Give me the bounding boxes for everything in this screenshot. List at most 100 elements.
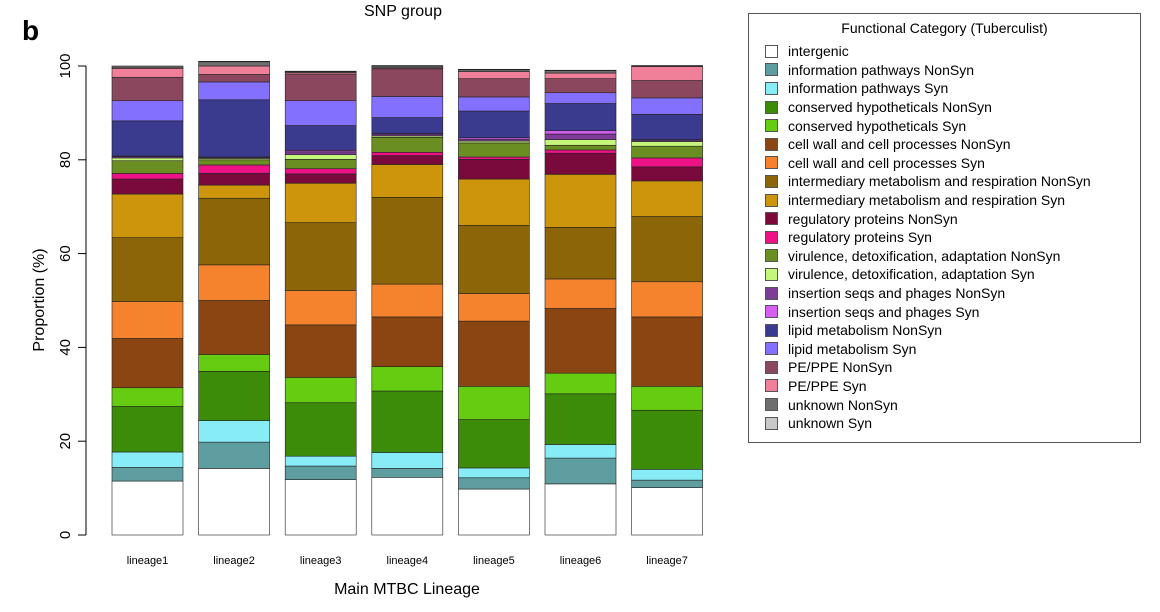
- legend-swatch: [765, 267, 778, 281]
- legend-item: PE/PPE NonSyn: [765, 358, 1140, 377]
- legend-swatch: [765, 230, 778, 244]
- y-axis: 0 20 40 60 80 100: [57, 53, 87, 539]
- x-tick-label: lineage7: [646, 555, 688, 567]
- bar-segment: [284, 377, 357, 404]
- bar-segment: [371, 452, 444, 469]
- legend-label: regulatory proteins NonSyn: [788, 210, 958, 227]
- legend-swatch: [765, 174, 778, 188]
- bar-segment: [631, 409, 703, 470]
- legend-title: Functional Category (Tuberculist): [841, 20, 1048, 36]
- legend-label: intergenic: [788, 43, 849, 60]
- bar-segment: [284, 324, 357, 378]
- bar-segment: [458, 225, 530, 294]
- bar-segment: [458, 156, 530, 160]
- bar-segment: [198, 441, 270, 469]
- bar-segment: [544, 174, 617, 228]
- bar-segment: [371, 151, 444, 156]
- y-tick-label: 20: [57, 433, 74, 450]
- legend-item: intermediary metabolism and respiration …: [765, 191, 1140, 210]
- legend-swatch: [765, 360, 778, 374]
- legend-label: PE/PPE NonSyn: [788, 359, 893, 376]
- bar-segment: [284, 173, 357, 184]
- x-axis-ticks: lineage1 lineage2 lineage3 lineage4 lineage5…: [127, 555, 688, 567]
- bar-segment: [111, 120, 184, 157]
- panel-label: b: [22, 15, 39, 46]
- legend-item: virulence, detoxification, adaptation No…: [765, 247, 1140, 266]
- chart-title: SNP group: [364, 3, 442, 20]
- bar-segment: [111, 193, 184, 238]
- bar-segment: [111, 173, 184, 180]
- bar-segment: [458, 293, 530, 322]
- legend-swatch: [765, 137, 778, 151]
- bar-segment: [544, 444, 617, 459]
- y-tick-label: 100: [57, 53, 74, 78]
- legend-label: insertion seqs and phages Syn: [788, 303, 980, 320]
- bar-segment: [284, 168, 357, 175]
- bar-segment: [284, 154, 357, 160]
- bar-segment: [371, 164, 444, 198]
- bar-stack-lineage3: [284, 70, 357, 536]
- bar-segment: [544, 457, 617, 485]
- legend-item: lipid metabolism NonSyn: [765, 321, 1140, 340]
- bar-segment: [284, 159, 357, 170]
- bar-segment: [198, 468, 270, 536]
- bar-segment: [544, 130, 617, 135]
- legend-label: intermediary metabolism and respiration …: [788, 192, 1066, 209]
- bar-segment: [111, 76, 184, 102]
- bar-segment: [544, 149, 617, 154]
- bar-segment: [458, 142, 530, 158]
- bar-segment: [198, 264, 270, 301]
- legend-item: lipid metabolism Syn: [765, 340, 1140, 359]
- bar-segment: [631, 479, 703, 488]
- bar-segment: [458, 78, 530, 98]
- bar-segment: [198, 173, 270, 186]
- bar-segment: [458, 419, 530, 469]
- bar-segment: [544, 144, 617, 151]
- legend-label: regulatory proteins Syn: [788, 229, 932, 246]
- legend-item: PE/PPE Syn: [765, 377, 1140, 396]
- bar-segment: [631, 469, 703, 481]
- x-tick-label: lineage2: [213, 555, 255, 567]
- bar-segment: [544, 139, 617, 146]
- legend-swatch: [765, 193, 778, 207]
- bar-segment: [371, 477, 444, 536]
- bar-segment: [111, 100, 184, 122]
- legend-label: unknown NonSyn: [788, 396, 898, 413]
- legend-item: intergenic: [765, 42, 1140, 61]
- bar-segment: [371, 283, 444, 318]
- legend-swatch: [765, 398, 778, 412]
- legend-swatch: [765, 323, 778, 337]
- bar-segment: [458, 178, 530, 226]
- bar-segment: [544, 278, 617, 309]
- bar-segment: [458, 467, 530, 479]
- bar-segment: [544, 393, 617, 445]
- bar-stack-lineage6: [544, 69, 617, 536]
- bars: [111, 61, 703, 536]
- legend-label: cell wall and cell processes NonSyn: [788, 136, 1011, 153]
- bar-segment: [371, 68, 444, 97]
- x-tick-label: lineage1: [127, 555, 169, 567]
- legend-swatch: [765, 249, 778, 263]
- legend-item: unknown NonSyn: [765, 395, 1140, 414]
- bar-segment: [111, 178, 184, 195]
- legend: Functional Category (Tuberculist) interg…: [748, 13, 1141, 443]
- bar-segment: [198, 164, 270, 174]
- bar-segment: [198, 184, 270, 199]
- bar-segment: [198, 81, 270, 101]
- bar-segment: [458, 477, 530, 490]
- bar-segment: [631, 114, 703, 140]
- bar-segment: [111, 237, 184, 302]
- legend-item: insertion seqs and phages Syn: [765, 302, 1140, 321]
- bar-segment: [544, 70, 617, 74]
- bar-segment: [631, 141, 703, 147]
- bar-segment: [544, 227, 617, 280]
- bar-segment: [111, 387, 184, 407]
- legend-item: regulatory proteins Syn: [765, 228, 1140, 247]
- legend-swatch: [765, 342, 778, 356]
- legend-item: unknown Syn: [765, 414, 1140, 433]
- legend-list: intergenic information pathways NonSyn inf…: [749, 42, 1140, 432]
- bar-segment: [284, 402, 357, 457]
- bar-segment: [284, 125, 357, 151]
- legend-item: conserved hypotheticals Syn: [765, 116, 1140, 135]
- legend-swatch: [765, 286, 778, 300]
